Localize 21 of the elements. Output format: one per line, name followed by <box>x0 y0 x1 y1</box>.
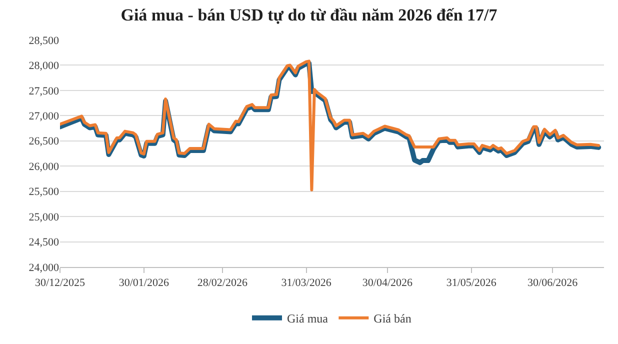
y-tick-label: 25,000 <box>28 211 60 224</box>
y-tick-label: 27,500 <box>28 85 60 98</box>
y-tick-label: 26,000 <box>28 160 60 173</box>
y-tick-label: 24,000 <box>28 262 60 274</box>
x-tick-label: 31/03/2026 <box>281 277 332 290</box>
x-tick-label: 28/02/2026 <box>197 277 248 290</box>
x-tick-label: 30/12/2025 <box>34 277 86 290</box>
y-tick-label: 26,500 <box>28 136 60 148</box>
y-tick-label: 28,500 <box>28 34 60 47</box>
x-tick-label: 31/05/2026 <box>446 277 497 290</box>
x-tick-label: 30/04/2026 <box>362 277 414 290</box>
line-series <box>60 60 600 192</box>
y-tick-label: 28,000 <box>28 60 60 72</box>
y-tick-label: 24,500 <box>28 236 60 249</box>
y-tick-label: 25,500 <box>28 186 60 198</box>
legend-label: Giá mua <box>287 312 329 326</box>
y-tick-label: 27,000 <box>28 110 60 123</box>
x-tick-label: 30/01/2026 <box>118 277 170 290</box>
chart-title: Giá mua - bán USD tự do từ đầu năm 2026 đến 17/7 <box>120 6 498 24</box>
legend-label: Giá bán <box>374 312 412 326</box>
x-tick-label: 30/06/2026 <box>528 277 578 290</box>
